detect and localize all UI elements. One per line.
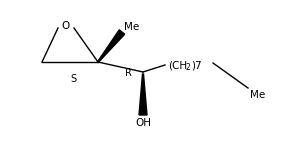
Text: OH: OH — [135, 118, 151, 128]
Text: )7: )7 — [191, 60, 202, 70]
Text: S: S — [70, 74, 76, 84]
Text: Me: Me — [124, 22, 139, 32]
Text: R: R — [124, 68, 132, 78]
Polygon shape — [139, 74, 147, 115]
Text: Me: Me — [250, 90, 265, 100]
Polygon shape — [98, 30, 125, 62]
Text: (CH: (CH — [168, 60, 187, 70]
Text: O: O — [62, 21, 70, 31]
Text: 2: 2 — [186, 63, 191, 72]
